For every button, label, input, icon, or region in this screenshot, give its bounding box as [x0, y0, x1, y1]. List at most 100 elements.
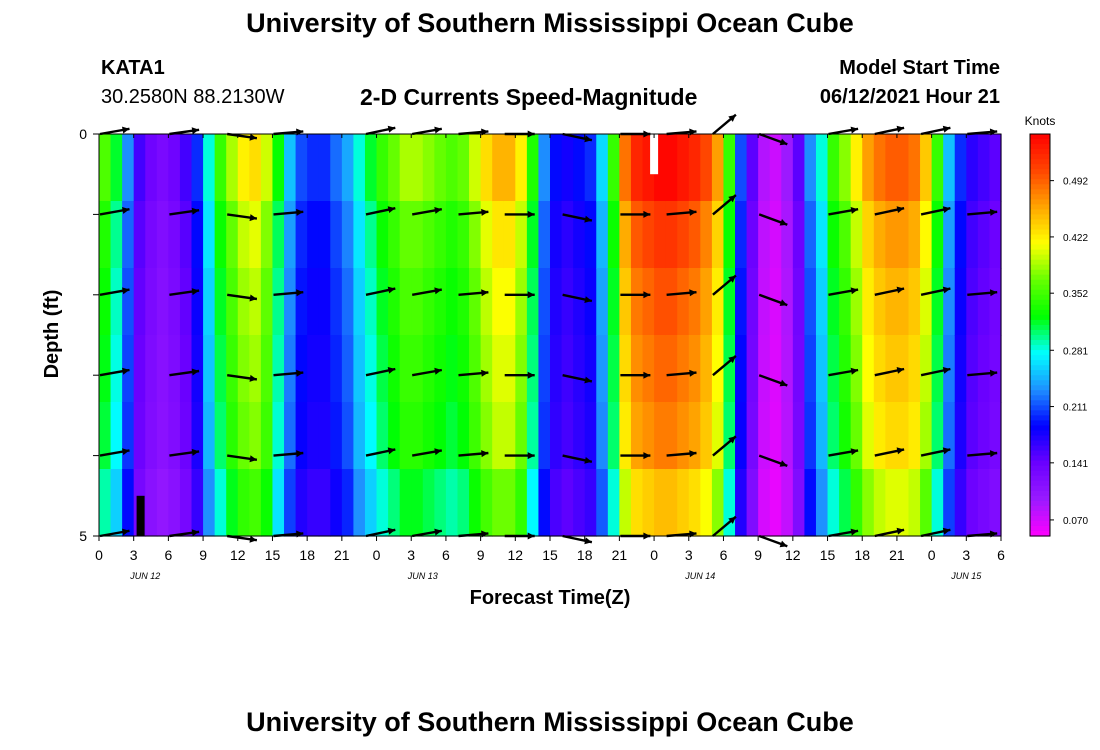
heatmap-cell	[122, 402, 135, 470]
heatmap-cell	[330, 402, 343, 470]
heatmap-cell	[584, 402, 597, 470]
heatmap-cell	[758, 134, 771, 202]
observation-marker	[136, 495, 145, 536]
heatmap-cell	[145, 268, 158, 336]
heatmap-cell	[492, 134, 505, 202]
heatmap-cell	[168, 268, 181, 336]
heatmap-cell	[145, 402, 158, 470]
heatmap-cell	[237, 201, 250, 269]
current-vector-head	[434, 207, 442, 214]
heatmap-cell	[307, 201, 320, 269]
heatmap-cell	[735, 469, 748, 537]
colorbar-segment	[1030, 259, 1050, 266]
heatmap-cell	[839, 201, 852, 269]
current-vector	[920, 206, 951, 216]
current-vector	[920, 286, 951, 296]
heatmap-cell	[388, 268, 401, 336]
current-vector-head	[779, 219, 788, 226]
heatmap-cell	[966, 402, 979, 470]
heatmap-cell	[492, 335, 505, 403]
current-vector	[562, 534, 593, 545]
heatmap-cell	[110, 335, 123, 403]
heatmap-cell	[203, 335, 216, 403]
heatmap-cell	[457, 268, 470, 336]
heatmap-cell	[515, 201, 528, 269]
heatmap-cell	[214, 469, 227, 537]
current-vector-head	[850, 126, 859, 134]
heatmap-cell	[330, 134, 343, 202]
current-vector-head	[989, 369, 998, 377]
colorbar-segment	[1030, 219, 1050, 226]
heatmap-cell	[388, 402, 401, 470]
colorbar-segment	[1030, 184, 1050, 190]
current-vector-head	[643, 291, 651, 299]
x-tick-label: 9	[199, 547, 207, 563]
current-vector	[712, 354, 737, 377]
heatmap-cell	[526, 469, 540, 537]
station-coordinates: 30.2580N 88.2130W	[101, 86, 285, 108]
colorbar-segment	[1030, 370, 1050, 376]
current-vector	[712, 515, 737, 537]
colorbar-segment	[1030, 289, 1050, 296]
x-tick-label: 18	[299, 547, 315, 563]
heatmap-cell	[607, 134, 620, 202]
date-label: JUN 13	[407, 571, 438, 581]
heatmap-cell	[99, 268, 112, 336]
current-vector	[169, 529, 200, 538]
heatmap-cell	[330, 201, 343, 269]
heatmap-cell	[284, 268, 297, 336]
current-vector-head	[434, 528, 442, 536]
heatmap-cell	[226, 402, 239, 470]
current-vector	[227, 132, 258, 141]
heatmap-cell	[850, 402, 863, 470]
colorbar-segment	[1030, 495, 1050, 502]
colorbar-segment	[1030, 515, 1050, 522]
heatmap-cell	[445, 469, 459, 537]
heatmap-cell	[237, 402, 250, 470]
colorbar-segment	[1030, 345, 1050, 351]
colorbar-segment	[1030, 410, 1050, 417]
colorbar-tick-label: 0.281	[1063, 346, 1088, 357]
colorbar-segment	[1030, 460, 1050, 467]
heatmap-cell	[284, 201, 297, 269]
heatmap-cell	[827, 268, 840, 336]
heatmap-cell	[249, 134, 262, 202]
heatmap-cell	[376, 469, 389, 537]
current-vector-head	[779, 460, 788, 467]
heatmap-cell	[954, 469, 967, 537]
colorbar-segment	[1030, 490, 1050, 497]
current-vector	[967, 450, 998, 458]
heatmap-cell	[700, 402, 713, 470]
heatmap-cell	[226, 268, 239, 336]
current-vector-head	[989, 289, 998, 297]
heatmap-cell	[469, 134, 482, 202]
current-vector	[712, 274, 737, 296]
current-vector	[169, 207, 200, 216]
heatmap-cell	[596, 335, 609, 403]
x-tick-label: 3	[962, 547, 970, 563]
colorbar-segment	[1030, 294, 1050, 301]
current-vector	[365, 125, 396, 136]
colorbar-segment	[1030, 234, 1050, 241]
current-vector-head	[191, 448, 200, 456]
colorbar-segment	[1030, 134, 1050, 140]
heatmap-cell	[145, 201, 158, 269]
heatmap-cell	[688, 469, 701, 537]
x-tick-label: 0	[95, 547, 103, 563]
heatmap-cell	[422, 469, 435, 537]
heatmap-cell	[364, 268, 378, 336]
heatmap-cell	[607, 268, 620, 336]
heatmap-cell	[99, 134, 112, 202]
colorbar-segment	[1030, 405, 1050, 411]
heatmap-cell	[815, 402, 829, 470]
heatmap-cell	[538, 469, 551, 537]
current-vector-head	[942, 367, 951, 374]
heatmap-cell	[839, 335, 852, 403]
heatmap-cell	[688, 402, 701, 470]
current-vector-head	[387, 447, 396, 455]
heatmap-cell	[445, 134, 459, 202]
heatmap-cell	[445, 268, 459, 336]
current-vector-head	[434, 287, 442, 295]
heatmap-cell	[746, 201, 759, 269]
heatmap-cell	[873, 268, 886, 336]
